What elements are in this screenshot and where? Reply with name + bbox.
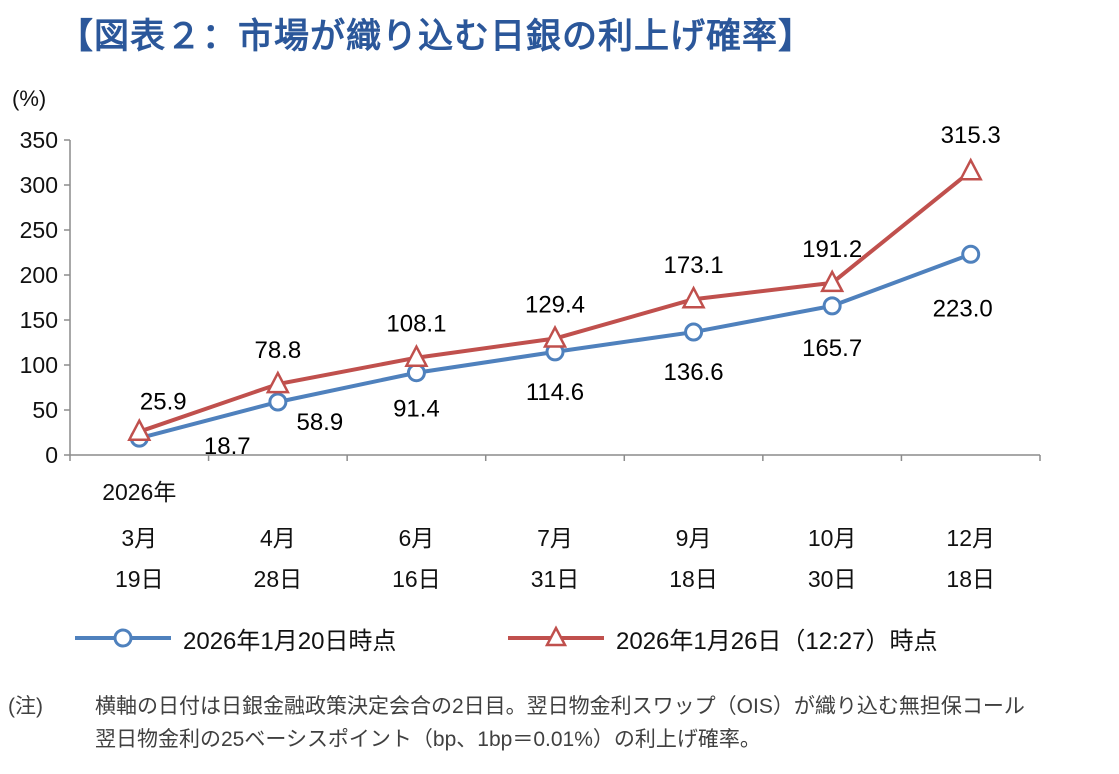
data-point-marker xyxy=(681,285,706,309)
data-point-marker xyxy=(404,344,429,367)
y-tick-label: 100 xyxy=(20,352,58,378)
x-tick-label: 6月 xyxy=(399,525,435,551)
x-tick-label: 31日 xyxy=(531,566,580,592)
data-point-marker xyxy=(406,363,426,383)
y-tick-label: 200 xyxy=(20,262,58,288)
x-tick-label: 3月 xyxy=(121,525,157,551)
data-label: 315.3 xyxy=(941,122,1001,149)
data-label: 136.6 xyxy=(664,359,724,386)
x-tick-label: 16日 xyxy=(392,566,441,592)
data-point-marker xyxy=(542,324,568,348)
data-point-marker xyxy=(820,269,845,293)
data-point-marker xyxy=(684,322,704,342)
data-point-marker xyxy=(961,244,981,264)
data-point-marker xyxy=(268,392,288,412)
x-tick-label: 30日 xyxy=(808,566,857,592)
line-chart: 0 50 100 150 200 250 300 350 2026年 3月 19日 4月 28日 6月 16… xyxy=(20,122,1041,592)
y-tick-label: 250 xyxy=(20,217,58,243)
data-labels: 25.9 78.8 108.1 129.4 173.1 191.2 315.3 xyxy=(140,122,1001,415)
legend-label-series1: 2026年1月20日時点 xyxy=(183,627,397,655)
x-axis-labels: 2026年 3月 19日 4月 28日 6月 16日 7月 31日 9月 18日 10月 30日 12月 1… xyxy=(102,479,995,592)
footnote-label: (注) xyxy=(8,695,43,718)
data-point-marker xyxy=(127,418,152,441)
x-tick-label: 2026年 xyxy=(102,479,176,505)
legend-swatch-red-triangle xyxy=(508,625,604,647)
data-label: 173.1 xyxy=(664,252,724,279)
footnote-text: 横軸の日付は日銀金融政策決定会合の2日目。翌日物金利スワップ（OIS）が織り込む… xyxy=(95,695,1025,751)
data-label: 223.0 xyxy=(933,295,993,322)
y-axis-labels: 0 50 100 150 200 250 300 350 xyxy=(20,127,58,468)
x-tick-label: 7月 xyxy=(537,525,573,551)
data-label: 18.7 xyxy=(204,433,251,460)
data-label: 91.4 xyxy=(393,396,440,423)
x-tick-label: 28日 xyxy=(254,566,303,592)
data-point-marker xyxy=(822,296,842,316)
data-label: 129.4 xyxy=(525,292,585,319)
y-tick-label: 150 xyxy=(20,307,58,333)
x-tick-label: 12月 xyxy=(946,525,995,551)
series-blue xyxy=(129,244,981,448)
data-point-marker xyxy=(265,370,290,394)
x-tick-label: 9月 xyxy=(676,525,712,551)
data-label: 108.1 xyxy=(386,311,446,338)
axes xyxy=(64,139,1041,461)
x-tick-label: 18日 xyxy=(946,566,995,592)
legend-swatch-blue-circle xyxy=(75,628,171,648)
data-label: 191.2 xyxy=(802,236,862,263)
x-tick-label: 19日 xyxy=(115,566,164,592)
series-red xyxy=(127,157,983,441)
page-title: 【図表２：市場が織り込む日銀の利上げ確率】 xyxy=(58,17,815,56)
data-label: 114.6 xyxy=(526,379,584,406)
x-tick-label: 18日 xyxy=(669,566,718,592)
data-label: 58.9 xyxy=(296,409,343,436)
legend-label-series2: 2026年1月26日（12:27）時点 xyxy=(616,627,938,655)
y-tick-label: 350 xyxy=(20,127,58,153)
y-tick-label: 0 xyxy=(45,442,58,468)
y-tick-label: 300 xyxy=(20,172,58,198)
data-labels: 18.7 58.9 91.4 114.6 136.6 165.7 223.0 xyxy=(204,295,993,460)
y-tick-label: 50 xyxy=(32,397,58,423)
data-label: 25.9 xyxy=(140,389,187,416)
x-tick-label: 4月 xyxy=(260,525,296,551)
y-axis-unit-label: (%) xyxy=(12,86,47,111)
chart-legend: 2026年1月20日時点 2026年1月26日（12:27）時点 xyxy=(0,618,1119,658)
data-label: 165.7 xyxy=(802,335,862,362)
data-point-marker xyxy=(958,157,983,181)
data-label: 78.8 xyxy=(254,337,301,364)
legend-item-series2: 2026年1月26日（12:27）時点 xyxy=(508,618,938,658)
x-tick-label: 10月 xyxy=(808,525,857,551)
legend-item-series1: 2026年1月20日時点 xyxy=(75,618,396,658)
